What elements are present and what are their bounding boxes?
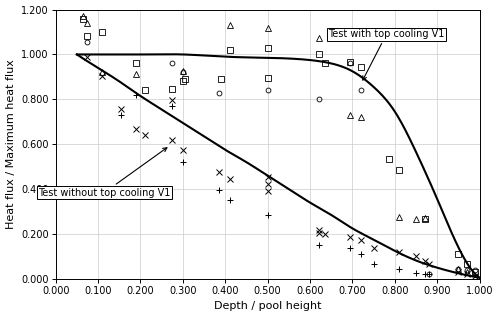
X-axis label: Depth / pool height: Depth / pool height bbox=[214, 301, 321, 311]
Text: Test with top cooling V1: Test with top cooling V1 bbox=[328, 29, 445, 80]
Y-axis label: Heat flux / Maximum heat flux: Heat flux / Maximum heat flux bbox=[5, 59, 15, 229]
Text: Test without top cooling V1: Test without top cooling V1 bbox=[38, 148, 171, 197]
